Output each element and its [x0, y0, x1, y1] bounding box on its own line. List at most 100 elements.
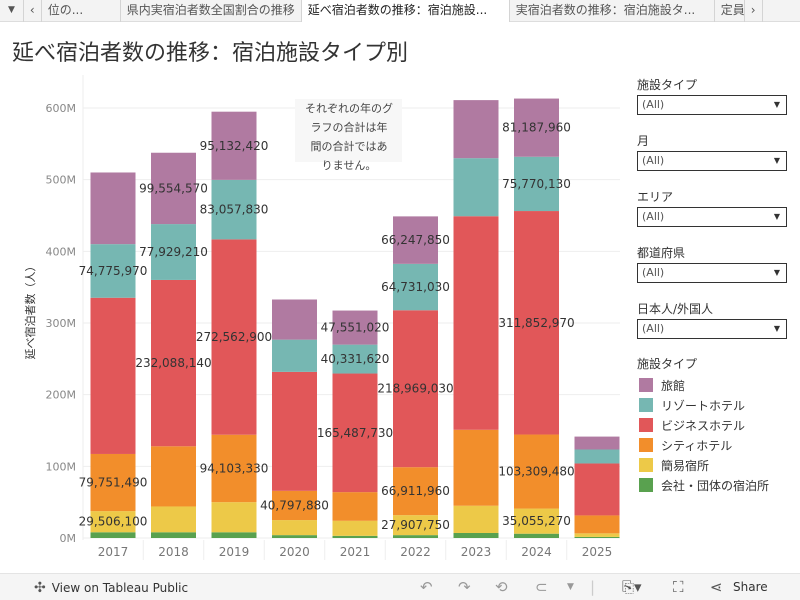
fullscreen-icon[interactable]: ⛶ [673, 578, 684, 596]
bar-segment [574, 536, 620, 538]
data-label: 75,770,130 [502, 177, 571, 191]
bar-segment [393, 515, 438, 536]
stacked-bar-chart: 0M 100M 200M 300M 400M 500M 600M 延べ宿泊者数（人） 2017 2… [23, 75, 620, 560]
download-icon[interactable]: ⎘▾ [622, 578, 642, 596]
bar-segment [514, 156, 559, 212]
legend-swatch [639, 438, 653, 452]
legend: 旅館リゾートホテルビジネスホテルシティホテル 簡易宿所 会社・団体の宿泊所 [637, 375, 787, 495]
legend-item[interactable]: 簡易宿所 [637, 455, 787, 475]
bar-segment [332, 520, 378, 536]
pause-dropdown-icon[interactable]: ▼ [567, 582, 574, 592]
filter-dropdown[interactable]: (All) ▼ [637, 319, 787, 339]
x-tick-label: 2024 [521, 545, 552, 559]
tab-item[interactable]: 定員 [715, 0, 745, 22]
data-label: 40,797,880 [260, 498, 329, 512]
bar-segment [90, 511, 136, 533]
filter-dropdown[interactable]: (All) ▼ [637, 151, 787, 171]
bar-segment [151, 224, 196, 280]
view-on-tableau-link[interactable]: ✣ View on Tableau Public [34, 580, 188, 596]
data-label: 99,554,570 [139, 181, 208, 195]
revert-icon[interactable]: ⟲ [495, 578, 508, 596]
legend-item[interactable]: 旅館 [637, 375, 787, 395]
legend-swatch [639, 398, 653, 412]
bar-segment [272, 339, 317, 372]
bar-segment [211, 239, 257, 435]
bar-segment [574, 436, 620, 450]
bar-segment [151, 532, 196, 538]
filter-3: 都道府県 (All) ▼ [637, 246, 787, 283]
data-label: 66,911,960 [381, 484, 450, 498]
annotation-text: 間の合計ではあ [311, 139, 388, 153]
chevron-down-icon: ▼ [773, 156, 780, 165]
legend-label: 旅館 [661, 378, 686, 393]
refresh-icon[interactable]: ⊂ [535, 578, 548, 596]
filter-value: (All) [642, 210, 665, 223]
data-label: 29,506,100 [79, 515, 148, 529]
filter-dropdown[interactable]: (All) ▼ [637, 95, 787, 115]
bar-segment [90, 244, 136, 298]
y-tick-label: 400M [46, 245, 77, 258]
tab-item-active[interactable]: 延べ宿泊者数の推移：宿泊施設... [301, 0, 510, 22]
tab-next-button[interactable]: › [745, 0, 763, 22]
y-tick-label: 300M [46, 317, 77, 330]
bar-segment [453, 216, 499, 430]
sheet-tabs: ▼ ‹ 位の... 県内実宿泊者数全国割合の推移 延べ宿泊者数の推移：宿泊施設.… [0, 0, 800, 22]
legend-item[interactable]: 会社・団体の宿泊所 [637, 475, 787, 495]
legend-item[interactable]: シティホテル [637, 435, 787, 455]
bar-segment [453, 532, 499, 538]
share-icon[interactable]: ⋖ [710, 578, 723, 596]
data-label: 311,852,970 [498, 316, 574, 330]
tab-prev-button[interactable]: ‹ [24, 0, 42, 22]
x-tick-label: 2025 [582, 545, 613, 559]
share-button[interactable]: Share [733, 580, 768, 594]
bar-segment [393, 310, 438, 468]
data-label: 79,751,490 [79, 476, 148, 490]
legend-swatch [639, 478, 653, 492]
legend-label: ビジネスホテル [661, 418, 746, 433]
view-on-tableau-label: View on Tableau Public [51, 581, 189, 595]
tab-menu-button[interactable]: ▼ [0, 0, 24, 22]
bar-segment [574, 515, 620, 534]
tab-item[interactable]: 実宿泊者数の推移：宿泊施設タ... [510, 0, 715, 22]
chevron-down-icon: ▼ [773, 268, 780, 277]
bar-segment [272, 371, 317, 491]
redo-icon[interactable]: ↷ [458, 578, 471, 596]
bar-segment [453, 100, 499, 159]
filter-label: 日本人/外国人 [637, 302, 714, 316]
bar-segment [574, 533, 620, 537]
bar-segment [90, 172, 136, 245]
bar-segment [272, 299, 317, 340]
annotation-text: それぞれの年のグ [305, 101, 393, 115]
bar-segment [90, 453, 136, 512]
undo-icon[interactable]: ↶ [420, 578, 433, 596]
bar-segment [151, 446, 196, 507]
legend-swatch [639, 458, 653, 472]
x-tick-label: 2018 [158, 545, 189, 559]
x-tick-label: 2023 [461, 545, 492, 559]
filter-value: (All) [642, 154, 665, 167]
annotation-text: ラフの合計は年 [311, 120, 388, 134]
bar-segment [393, 535, 438, 538]
x-tick-label: 2020 [279, 545, 310, 559]
bar-segment [574, 463, 620, 516]
footer-toolbar: ✣ View on Tableau Public ↶ ↷ ⟲ ⊂ ▼ | ⎘▾ … [0, 573, 800, 600]
tab-item[interactable]: 県内実宿泊者数全国割合の推移 [121, 0, 302, 22]
legend-title: 施設タイプ [637, 357, 698, 371]
bar-segment [332, 310, 378, 345]
filter-value: (All) [642, 266, 665, 279]
filter-dropdown[interactable]: (All) ▼ [637, 263, 787, 283]
y-tick-label: 600M [46, 102, 77, 115]
data-label: 95,132,420 [200, 139, 269, 153]
filter-1: 月 (All) ▼ [637, 134, 787, 171]
bar-segment [211, 434, 257, 503]
chevron-down-icon: ▼ [773, 324, 780, 333]
bar-segment [211, 502, 257, 533]
legend-item[interactable]: ビジネスホテル [637, 415, 787, 435]
y-axis-title: 延べ宿泊者数（人） [23, 261, 37, 360]
bar-segment [211, 111, 257, 180]
filter-dropdown[interactable]: (All) ▼ [637, 207, 787, 227]
data-label: 94,103,330 [200, 461, 269, 475]
tab-item[interactable]: 位の... [42, 0, 121, 22]
bar-segment [272, 520, 317, 536]
legend-item[interactable]: リゾートホテル [637, 395, 787, 415]
